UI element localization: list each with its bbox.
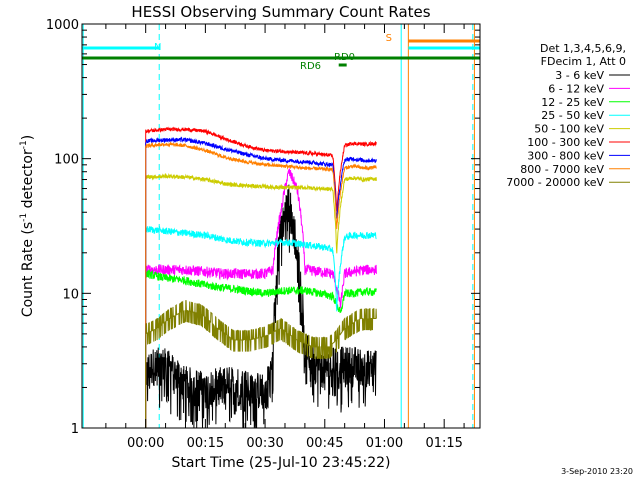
chart-title: HESSI Observing Summary Count Rates bbox=[131, 3, 430, 21]
legend-header: Det 1,3,4,5,6,9, bbox=[540, 42, 626, 55]
series-6-line bbox=[145, 126, 377, 428]
series-layer bbox=[145, 126, 377, 428]
y-axis-label-sup1: -1 bbox=[19, 213, 29, 222]
y-axis-label-sup2: -1 bbox=[19, 140, 29, 149]
x-tick-label: 00:15 bbox=[187, 436, 224, 451]
legend-label: 800 - 7000 keV bbox=[520, 163, 604, 176]
plot-frame bbox=[81, 23, 481, 429]
legend-label: 300 - 800 keV bbox=[527, 149, 604, 162]
annotation-rd0: RD0 bbox=[334, 52, 355, 63]
legend-label: 6 - 12 keV bbox=[548, 82, 604, 95]
series-7-line bbox=[145, 136, 377, 428]
legend-label: 25 - 50 keV bbox=[541, 109, 604, 122]
y-axis-label: Count Rate (s-1 detector-1) bbox=[19, 135, 36, 317]
annotation-n: N bbox=[154, 42, 161, 53]
legend-header: FDecim 1, Att 0 bbox=[541, 55, 626, 68]
y-tick-label: 100 bbox=[54, 153, 79, 168]
series-4-line bbox=[145, 225, 377, 428]
legend-label: 50 - 100 keV bbox=[534, 123, 604, 136]
annotation-s: S bbox=[386, 33, 392, 44]
x-tick-label: 00:45 bbox=[306, 436, 343, 451]
series-8-line bbox=[145, 141, 377, 428]
series-3-line bbox=[145, 269, 377, 428]
x-tick-label: 01:00 bbox=[366, 436, 403, 451]
y-tick-label: 1 bbox=[71, 422, 79, 437]
x-tick-label: 00:00 bbox=[127, 436, 164, 451]
legend: Det 1,3,4,5,6,9,FDecim 1, Att 03 - 6 keV… bbox=[506, 42, 630, 189]
y-axis-label-main: Count Rate (s bbox=[20, 222, 36, 317]
legend-label: 3 - 6 keV bbox=[555, 69, 604, 82]
x-axis: 00:00 00:15 00:30 00:45 01:00 01:15 bbox=[105, 24, 465, 451]
y-tick-label: 1000 bbox=[46, 18, 79, 33]
y-axis-label-end: ) bbox=[20, 135, 36, 140]
x-axis-label: Start Time (25-Jul-10 23:45:22) bbox=[171, 455, 390, 471]
x-tick-label: 00:30 bbox=[246, 436, 283, 451]
timestamp: 3-Sep-2010 23:20 bbox=[561, 467, 633, 476]
legend-label: 12 - 25 keV bbox=[541, 96, 604, 109]
series-9-line bbox=[145, 300, 377, 428]
observing-bars bbox=[82, 24, 480, 428]
y-axis-label-mid: detector bbox=[20, 149, 36, 213]
legend-label: 7000 - 20000 keV bbox=[506, 176, 604, 189]
y-axis: 1 10 100 1000 bbox=[46, 18, 480, 437]
legend-label: 100 - 300 keV bbox=[527, 136, 604, 149]
x-tick-label: 01:15 bbox=[425, 436, 462, 451]
annotation-rd6: RD6 bbox=[300, 61, 321, 72]
y-tick-label: 10 bbox=[62, 287, 79, 302]
series-1-line bbox=[145, 184, 377, 428]
series-5-line bbox=[145, 172, 377, 428]
